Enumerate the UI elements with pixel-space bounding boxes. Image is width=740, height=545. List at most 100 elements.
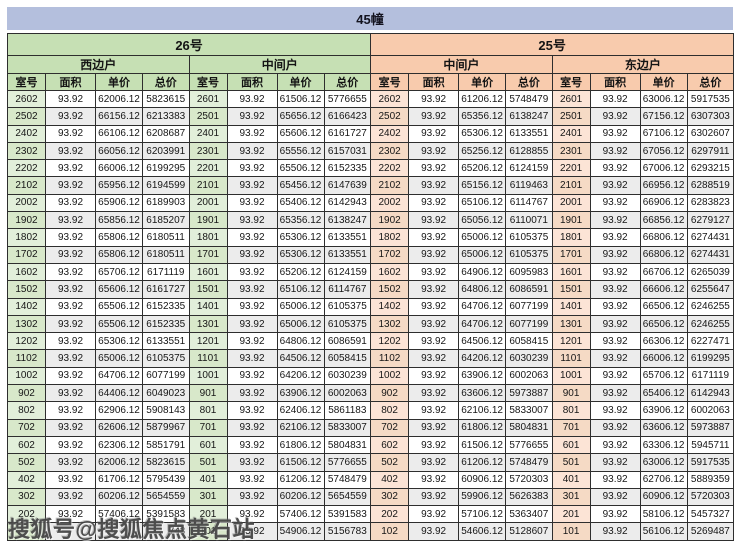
room-cell: 301	[188, 487, 228, 507]
unit-price-cell: 64406.12	[95, 384, 143, 403]
room-cell: 1202	[7, 332, 46, 351]
area-cell: 93.92	[45, 470, 96, 489]
unit-price-cell: 65556.12	[276, 141, 325, 161]
area-cell: 93.92	[408, 245, 460, 264]
unit-price-cell: 64706.12	[95, 366, 143, 386]
table-row: 1202 93.92 65306.12 6133551 1201 93.92 64806.1…	[7, 332, 735, 351]
room-cell: 1102	[7, 349, 46, 368]
room-cell: 1701	[188, 245, 228, 264]
room-cell: 901	[551, 384, 591, 403]
room-cell: 902	[370, 384, 410, 403]
total-price-cell: 6203991	[142, 141, 190, 161]
room-cell: 1101	[551, 349, 591, 368]
room-cell: 2302	[7, 141, 46, 161]
total-price-cell: 5457327	[686, 505, 735, 524]
total-price-cell: 6133551	[505, 124, 553, 143]
room-cell: 802	[370, 401, 410, 420]
area-cell: 93.92	[45, 314, 96, 334]
total-price-cell: 6128855	[505, 141, 553, 161]
room-cell: 1301	[551, 314, 591, 334]
unit-price-cell: 57406.12	[95, 505, 143, 524]
total-price-cell: 6142943	[323, 193, 372, 213]
area-cell: 93.92	[226, 297, 278, 316]
column-header: 室号	[7, 73, 46, 91]
total-price-cell: 5833007	[505, 401, 553, 420]
unit-price-cell: 65106.12	[458, 193, 507, 213]
price-table: 26号 25号 西边户 中间户 中间户 东边户 室号 面积 单价 总价 室号 面积 单价 总价 室号 面积…	[6, 33, 735, 541]
room-cell: 1902	[370, 211, 410, 230]
column-header: 面积	[226, 73, 278, 91]
total-price-cell: 5269487	[686, 522, 735, 541]
total-price-cell: 5804831	[505, 418, 553, 437]
total-price-cell: 6138247	[323, 211, 372, 230]
total-price-cell: 5973887	[505, 384, 553, 403]
room-cell: 2101	[551, 176, 591, 195]
room-cell: 202	[370, 505, 410, 524]
total-price-cell: 6199295	[142, 159, 190, 178]
total-price-cell: 6105375	[323, 297, 372, 316]
area-cell: 93.92	[45, 332, 96, 351]
unit-price-cell: 66006.12	[95, 159, 143, 178]
room-cell: 2202	[7, 159, 46, 178]
room-cell: 2402	[370, 124, 410, 143]
table-row: 1402 93.92 65506.12 6152335 1401 93.92 65006.1…	[7, 297, 735, 316]
table-row: 1902 93.92 65856.12 6185207 1901 93.92 65356.1…	[7, 211, 735, 230]
unit-price-cell: 63906.12	[639, 401, 688, 420]
area-cell: 93.92	[589, 262, 641, 282]
room-cell: 702	[7, 418, 46, 437]
total-price-cell: 6166423	[323, 107, 372, 126]
unit-price-cell: 64706.12	[458, 297, 507, 316]
total-price-cell: 6255647	[686, 280, 735, 299]
total-price-cell: 6030239	[323, 366, 372, 386]
total-price-cell: 5833007	[323, 418, 372, 437]
total-price-cell: 5720303	[686, 487, 735, 507]
area-cell: 93.92	[589, 366, 641, 386]
area-cell: 93.92	[45, 418, 96, 437]
area-cell: 93.92	[408, 418, 460, 437]
total-price-cell: 6157031	[323, 141, 372, 161]
unit-price-cell: 63006.12	[639, 453, 688, 472]
area-cell: 93.92	[226, 366, 278, 386]
unit-price-cell: 57406.12	[276, 505, 325, 524]
area-cell: 93.92	[226, 141, 278, 161]
column-header: 单价	[95, 73, 143, 91]
area-cell: 93.92	[226, 332, 278, 351]
room-cell: 2002	[7, 193, 46, 213]
total-price-cell: 5128607	[505, 522, 553, 541]
table-row: 702 93.92 62606.12 5879967 701 93.92 62106.12 5…	[7, 418, 735, 437]
total-price-cell: 6246255	[686, 314, 735, 334]
total-price-cell: 5748479	[505, 89, 553, 109]
unit-price-cell: 61506.12	[458, 435, 507, 455]
total-price-cell: 6147639	[323, 176, 372, 195]
room-cell: 1902	[7, 211, 46, 230]
total-price-cell: 6110071	[505, 211, 553, 230]
room-cell: 1702	[370, 245, 410, 264]
room-cell: 1802	[370, 228, 410, 247]
area-cell: 93.92	[226, 314, 278, 334]
unit-price-cell: 60906.12	[458, 470, 507, 489]
area-cell: 93.92	[589, 349, 641, 368]
area-cell: 93.92	[408, 435, 460, 455]
column-header: 总价	[323, 73, 372, 91]
area-cell: 93.92	[408, 193, 460, 213]
unit-price-cell: 61506.12	[276, 89, 325, 109]
total-price-cell: 6077199	[505, 297, 553, 316]
unit-price-cell: 66806.12	[639, 228, 688, 247]
area-cell: 93.92	[408, 211, 460, 230]
column-header: 面积	[45, 73, 96, 91]
unit-price-cell: 66506.12	[639, 297, 688, 316]
unit-price-cell: 66056.12	[95, 141, 143, 161]
unit-price-cell: 66856.12	[639, 211, 688, 230]
table-row: 802 93.92 62906.12 5908143 801 93.92 62406.12 5…	[7, 401, 735, 420]
table-row: 2302 93.92 66056.12 6203991 2301 93.92 65556.1…	[7, 141, 735, 161]
table-row: 2402 93.92 66106.12 6208687 2401 93.92 65606.1…	[7, 124, 735, 143]
room-cell: 1002	[7, 366, 46, 386]
table-row: 2602 93.92 62006.12 5823615 2601 93.92 61506.1…	[7, 89, 735, 109]
area-cell: 93.92	[408, 297, 460, 316]
total-price-cell: 5391583	[323, 505, 372, 524]
column-header: 单价	[276, 73, 325, 91]
area-cell: 93.92	[589, 453, 641, 472]
total-price-cell: 5795439	[142, 470, 190, 489]
area-cell: 93.92	[226, 401, 278, 420]
room-cell: 602	[7, 435, 46, 455]
